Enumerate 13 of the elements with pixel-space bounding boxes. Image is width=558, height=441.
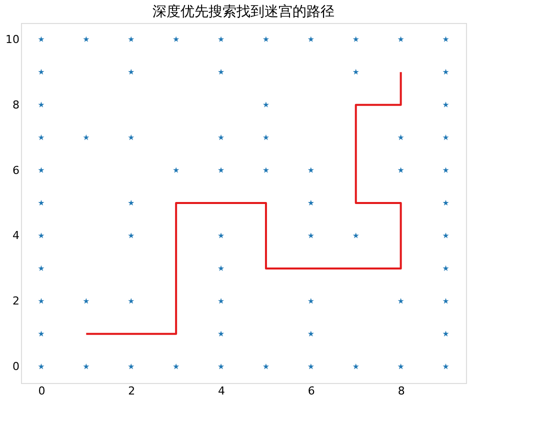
y-tick-label: 4 (12, 229, 20, 242)
x-tick-label: 8 (398, 384, 405, 398)
chart-title: 深度优先搜索找到迷宫的路径 (152, 4, 334, 20)
y-tick-label: 2 (12, 294, 20, 308)
y-tick-label: 6 (12, 164, 20, 177)
y-tick-label: 8 (12, 98, 20, 112)
y-tick-label: 0 (12, 360, 20, 374)
x-tick-label: 4 (218, 384, 226, 398)
y-tick-label: 10 (6, 32, 20, 46)
line-series (85, 71, 402, 335)
x-tick-label: 6 (308, 384, 315, 398)
x-tick-label: 0 (38, 384, 46, 398)
x-tick-label: 2 (128, 384, 136, 398)
